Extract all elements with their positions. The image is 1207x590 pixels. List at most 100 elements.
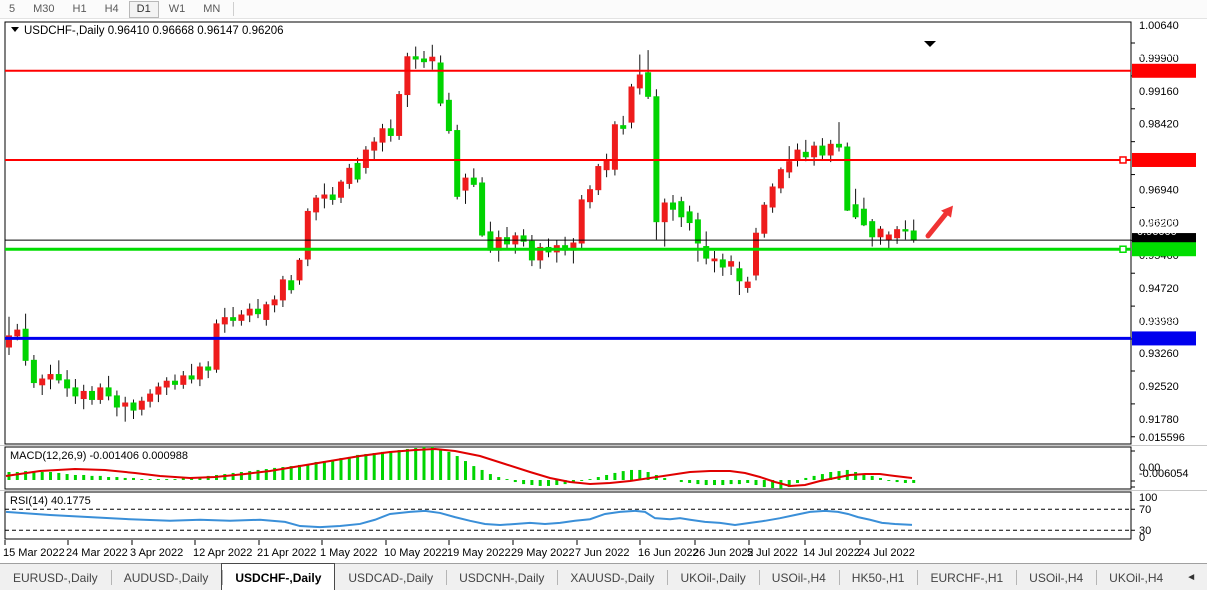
candle bbox=[628, 83, 635, 129]
macd-axis-label: -0.006054 bbox=[1139, 468, 1189, 480]
rsi-label: RSI(14) 40.1775 bbox=[10, 495, 91, 507]
price-tag-label: 0.93993 bbox=[1137, 315, 1177, 327]
chart-tab-usdcad-daily[interactable]: USDCAD-,Daily bbox=[348, 570, 434, 585]
chart-tab-eurchf-h1[interactable]: EURCHF-,H1 bbox=[917, 564, 1016, 590]
candle bbox=[504, 227, 510, 249]
timeframe-button-h1[interactable]: H1 bbox=[72, 2, 87, 15]
candle bbox=[64, 370, 71, 397]
candle bbox=[238, 310, 245, 326]
candle bbox=[462, 173, 469, 204]
candle bbox=[611, 121, 618, 176]
candle bbox=[288, 275, 295, 294]
timeframe-button-w1[interactable]: W1 bbox=[168, 2, 186, 15]
candle bbox=[728, 255, 735, 275]
chart-tab-usdchf-daily[interactable]: USDCHF-,Daily bbox=[221, 563, 336, 590]
date-axis-label: 24 Jul 2022 bbox=[858, 547, 915, 559]
timeframe-button-d1[interactable]: D1 bbox=[128, 0, 159, 18]
candle bbox=[196, 362, 203, 387]
timeframe-button-h4[interactable]: H4 bbox=[104, 2, 119, 15]
timeframe-button-mn[interactable]: MN bbox=[203, 2, 221, 15]
candle bbox=[321, 183, 328, 209]
symbol-dropdown-icon[interactable] bbox=[11, 27, 19, 32]
up-arrow-head[interactable] bbox=[941, 205, 953, 218]
chart-tab-usdcnh-daily[interactable]: USDCNH-,Daily bbox=[446, 564, 557, 590]
candle bbox=[122, 396, 129, 422]
date-axis-label: 12 Apr 2022 bbox=[193, 547, 252, 559]
price-tag bbox=[1132, 242, 1196, 257]
date-axis-label: 29 May 2022 bbox=[511, 547, 575, 559]
candle bbox=[279, 275, 286, 307]
candle bbox=[6, 316, 12, 355]
date-axis-label: 15 Mar 2022 bbox=[3, 547, 65, 559]
candle bbox=[902, 220, 909, 240]
candle bbox=[246, 303, 253, 323]
candle bbox=[819, 138, 826, 161]
candle bbox=[147, 389, 154, 408]
timeframe-button-m30[interactable]: M30 bbox=[33, 2, 55, 15]
timeframe-button-5[interactable]: 5 bbox=[9, 2, 16, 15]
chart-tab-hk50-h1[interactable]: HK50-,H1 bbox=[838, 564, 918, 590]
chart-tab-xauusd-daily[interactable]: XAUUSD-,Daily bbox=[557, 564, 667, 590]
chart-tab-usoil-h4[interactable]: USOil-,H4 bbox=[1016, 564, 1096, 590]
hline-marker[interactable] bbox=[1119, 156, 1127, 164]
candle bbox=[869, 219, 876, 247]
date-axis-label: 10 May 2022 bbox=[384, 547, 448, 559]
candle bbox=[836, 122, 842, 152]
candle bbox=[188, 363, 195, 384]
candle bbox=[304, 208, 311, 267]
candle bbox=[105, 375, 112, 401]
candle bbox=[827, 139, 834, 163]
candle bbox=[620, 115, 627, 135]
candle bbox=[371, 137, 378, 160]
price-axis-label: 0.91780 bbox=[1139, 414, 1179, 426]
chart-tab-eurusd-daily[interactable]: EURUSD-,Daily bbox=[13, 570, 98, 585]
candle bbox=[30, 355, 37, 388]
up-arrow-object[interactable] bbox=[925, 211, 949, 239]
candle bbox=[786, 146, 793, 179]
candle bbox=[47, 364, 54, 390]
chart-tab-audusd-daily[interactable]: AUDUSD-,Daily bbox=[110, 564, 222, 590]
price-tag bbox=[1132, 152, 1196, 167]
tab-scroll-nav: ◄► bbox=[1176, 564, 1207, 590]
price-tag-label: 0.98008 bbox=[1137, 137, 1177, 149]
date-axis-label: 3 Apr 2022 bbox=[130, 547, 183, 559]
chart-tab-ukoil-daily[interactable]: UKOil-,Daily bbox=[667, 564, 758, 590]
chart-tab-ukoil-h4[interactable]: UKOil-,H4 bbox=[1096, 564, 1176, 590]
chart-area: 1.006400.999000.991600.984200.976800.969… bbox=[0, 20, 1207, 559]
chart-tab-usoil-h4[interactable]: USOil-,H4 bbox=[758, 564, 839, 590]
candle bbox=[454, 124, 461, 200]
rsi-axis-label: 0 bbox=[1139, 532, 1145, 544]
chart-shift-marker-icon[interactable] bbox=[924, 41, 936, 47]
candle bbox=[271, 295, 278, 313]
hline-marker[interactable] bbox=[1119, 245, 1127, 253]
price-axis-label: 0.93260 bbox=[1139, 348, 1179, 360]
candle bbox=[736, 261, 743, 295]
price-tag bbox=[1132, 331, 1196, 346]
candle bbox=[429, 44, 436, 70]
candle bbox=[470, 168, 477, 187]
toolbar-separator bbox=[233, 2, 235, 16]
candle bbox=[329, 187, 336, 205]
date-axis-label: 26 Jun 2022 bbox=[693, 547, 754, 559]
candle bbox=[860, 197, 867, 227]
macd-label: MACD(12,26,9) -0.001406 0.000988 bbox=[10, 450, 188, 462]
rsi-axis-label: 30 bbox=[1139, 525, 1151, 537]
candle bbox=[338, 179, 344, 203]
price-axis-label: 0.92520 bbox=[1139, 381, 1179, 393]
candle bbox=[138, 396, 145, 416]
candle bbox=[172, 374, 178, 390]
candle bbox=[719, 253, 726, 276]
candle bbox=[479, 177, 486, 237]
macd-signal-line bbox=[5, 447, 913, 488]
candle bbox=[396, 91, 403, 140]
candle bbox=[163, 377, 170, 395]
candle bbox=[213, 319, 220, 373]
candle bbox=[578, 195, 585, 249]
candle bbox=[89, 386, 95, 405]
tab-scroll-left-icon[interactable]: ◄ bbox=[1186, 572, 1197, 583]
candle bbox=[437, 55, 444, 107]
price-axis-label: 0.99160 bbox=[1139, 86, 1179, 98]
candle bbox=[404, 52, 411, 107]
candle bbox=[113, 390, 120, 417]
candle bbox=[670, 195, 676, 221]
